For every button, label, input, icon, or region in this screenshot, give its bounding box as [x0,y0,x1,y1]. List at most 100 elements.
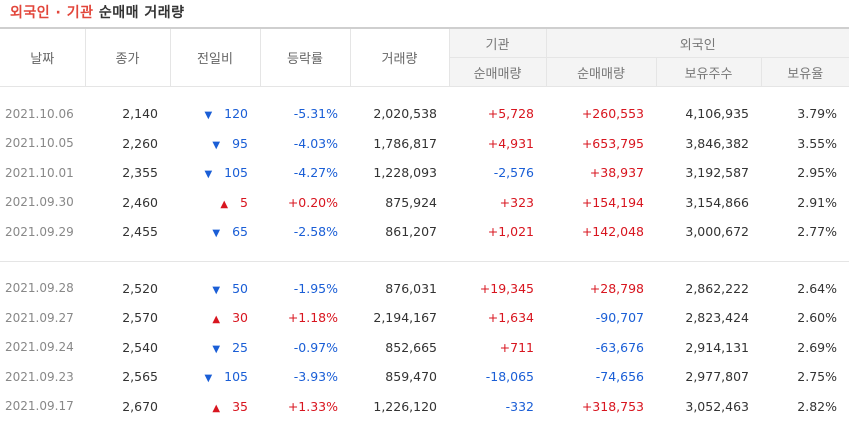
col-date-header: 날짜 [0,28,85,87]
change-value: 65 [232,224,248,239]
row-volume: 1,228,093 [350,158,449,188]
down-triangle-icon: ▼ [204,110,212,121]
row-date: 2021.09.17 [0,392,85,421]
down-triangle-icon: ▼ [212,285,220,296]
row-close: 2,355 [85,158,170,188]
row-close: 2,565 [85,362,170,392]
row-volume: 852,665 [350,333,449,363]
down-triangle-icon: ▼ [204,373,212,384]
row-foreign-ratio: 2.77% [761,217,849,247]
row-foreign-net: +142,048 [546,217,656,247]
row-inst-net: +711 [449,333,546,363]
row-close: 2,520 [85,274,170,304]
change-value: 25 [232,340,248,355]
row-close: 2,140 [85,99,170,129]
row-foreign-hold: 3,052,463 [656,392,761,421]
row-volume: 875,924 [350,188,449,218]
down-triangle-icon: ▼ [204,169,212,180]
row-rate: +1.18% [260,303,350,333]
change-value: 50 [232,281,248,296]
change-value: 35 [232,399,248,414]
row-change: ▲30 [170,303,260,333]
trading-table: 날짜 종가 전일비 등락률 거래량 기관 외국인 순매매량 순매매량 보유주수 … [0,27,849,421]
foreign-hold-header: 보유주수 [656,58,761,87]
row-rate: -4.27% [260,158,350,188]
row-foreign-hold: 2,977,807 [656,362,761,392]
change-value: 105 [224,165,248,180]
row-close: 2,460 [85,188,170,218]
row-change: ▲ 35 [170,392,260,421]
row-inst-net: +1,634 [449,303,546,333]
row-inst-net: -332 [449,392,546,421]
row-spacer [0,261,849,274]
row-foreign-net: +318,753 [546,392,656,421]
row-foreign-net: -90,707 [546,303,656,333]
change-value: 120 [224,106,248,121]
row-rate: +1.33% [260,392,350,421]
row-foreign-net: +653,795 [546,129,656,159]
row-rate: +0.20% [260,188,350,218]
row-foreign-ratio: 2.75% [761,362,849,392]
foreign-net-header: 순매매량 [546,58,656,87]
row-foreign-hold: 4,106,935 [656,99,761,129]
row-spacer [0,87,849,100]
row-date: 2021.09.24 [0,333,85,363]
row-close: 2,455 [85,217,170,247]
down-triangle-icon: ▼ [212,140,220,151]
row-foreign-net: +154,194 [546,188,656,218]
row-volume: 861,207 [350,217,449,247]
row-inst-net: +323 [449,188,546,218]
up-triangle-icon: ▲ [220,199,228,210]
row-volume: 859,470 [350,362,449,392]
row-date: 2021.10.05 [0,129,85,159]
row-inst-net: -18,065 [449,362,546,392]
up-triangle-icon: ▲ [212,403,220,414]
row-date: 2021.10.01 [0,158,85,188]
row-foreign-ratio: 2.69% [761,333,849,363]
row-volume: 2,020,538 [350,99,449,129]
down-triangle-icon: ▼ [212,344,220,355]
title-rest: 순매매 거래량 [99,5,185,21]
row-foreign-hold: 2,914,131 [656,333,761,363]
row-change: ▲5 [170,188,260,218]
row-foreign-net: -63,676 [546,333,656,363]
inst-net-header: 순매매량 [449,58,546,87]
row-date: 2021.09.30 [0,188,85,218]
row-foreign-net: -74,656 [546,362,656,392]
row-date: 2021.09.29 [0,217,85,247]
col-rate-header: 등락률 [260,28,350,87]
row-foreign-ratio: 3.79% [761,99,849,129]
row-foreign-ratio: 2.60% [761,303,849,333]
down-triangle-icon: ▼ [212,228,220,239]
row-rate: -5.31% [260,99,350,129]
row-change: ▼95 [170,129,260,159]
foreign-group-header: 외국인 [546,28,849,58]
row-inst-net: -2,576 [449,158,546,188]
row-rate: -0.97% [260,333,350,363]
title-highlight: 외국인 · 기관 [10,5,93,21]
row-change: ▼ 50 [170,274,260,304]
row-rate: -2.58% [260,217,350,247]
row-foreign-hold: 3,000,672 [656,217,761,247]
row-change: ▼ 25 [170,333,260,363]
row-date: 2021.09.27 [0,303,85,333]
col-volume-header: 거래량 [350,28,449,87]
row-date: 2021.09.23 [0,362,85,392]
section-title: 외국인 · 기관 순매매 거래량 [10,0,185,26]
row-foreign-hold: 2,823,424 [656,303,761,333]
foreign-ratio-header: 보유율 [761,58,849,87]
row-foreign-hold: 3,154,866 [656,188,761,218]
row-close: 2,540 [85,333,170,363]
row-change: ▼ 105 [170,158,260,188]
row-volume: 2,194,167 [350,303,449,333]
row-change: ▼ 120 [170,99,260,129]
